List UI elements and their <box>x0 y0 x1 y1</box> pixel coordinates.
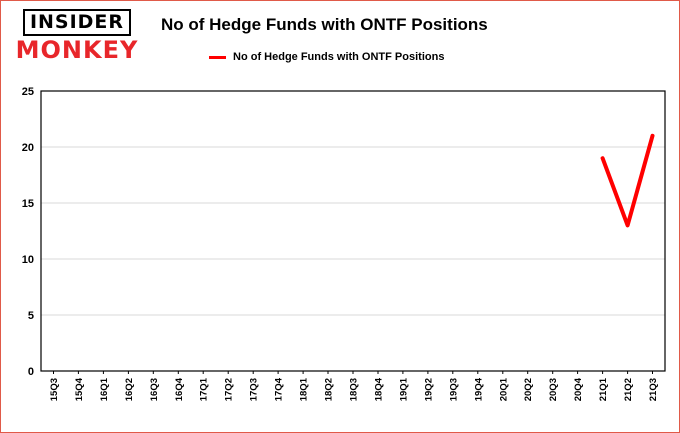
x-tick-label: 18Q4 <box>374 377 385 401</box>
x-tick-label: 20Q3 <box>548 378 559 401</box>
title-area: No of Hedge Funds with ONTF Positions No… <box>161 9 488 63</box>
x-tick-label: 20Q1 <box>498 377 509 401</box>
insider-monkey-logo: INSIDER MONKEY <box>11 9 143 63</box>
x-tick-label: 15Q3 <box>49 378 60 401</box>
x-tick-label: 16Q2 <box>124 378 135 401</box>
x-tick-label: 15Q4 <box>74 377 85 401</box>
x-tick-label: 19Q3 <box>448 378 459 401</box>
y-tick-label: 25 <box>22 86 34 98</box>
x-tick-label: 21Q2 <box>623 378 634 401</box>
y-tick-label: 15 <box>22 198 34 210</box>
x-tick-label: 17Q4 <box>274 377 285 401</box>
y-tick-label: 20 <box>22 142 34 154</box>
x-tick-label: 17Q1 <box>199 377 210 401</box>
x-tick-label: 18Q2 <box>324 378 335 401</box>
x-tick-label: 21Q3 <box>648 378 659 401</box>
x-tick-label: 19Q1 <box>398 377 409 401</box>
y-tick-label: 10 <box>22 254 34 266</box>
x-tick-label: 20Q2 <box>523 378 534 401</box>
x-tick-label: 21Q1 <box>598 377 609 401</box>
legend-label: No of Hedge Funds with ONTF Positions <box>233 51 445 63</box>
series-line <box>600 133 655 228</box>
legend-line-swatch <box>209 55 226 59</box>
x-tick-label: 18Q1 <box>299 377 310 401</box>
chart-header: INSIDER MONKEY No of Hedge Funds with ON… <box>1 1 679 79</box>
logo-monkey-text: MONKEY <box>15 35 139 64</box>
x-tick-label: 16Q1 <box>99 377 110 401</box>
x-tick-label: 19Q2 <box>423 378 434 401</box>
logo-insider-text: INSIDER <box>22 9 132 36</box>
x-tick-label: 20Q4 <box>573 377 584 401</box>
chart-title: No of Hedge Funds with ONTF Positions <box>161 15 488 34</box>
y-tick-label: 5 <box>28 310 34 322</box>
x-tick-label: 19Q4 <box>473 377 484 401</box>
x-tick-label: 17Q3 <box>249 378 260 401</box>
plot-area <box>41 91 665 371</box>
x-tick-label: 17Q2 <box>224 378 235 401</box>
x-tick-label: 16Q3 <box>149 378 160 401</box>
line-chart: 0 5 10 15 20 25 15Q3 15Q4 16Q1 16Q2 16Q3 16Q4 17Q1 17… <box>22 86 666 401</box>
legend: No of Hedge Funds with ONTF Positions <box>209 51 488 63</box>
x-tick-label: 18Q3 <box>349 378 360 401</box>
x-tick-label: 16Q4 <box>174 377 185 401</box>
y-tick-label: 0 <box>28 366 34 378</box>
